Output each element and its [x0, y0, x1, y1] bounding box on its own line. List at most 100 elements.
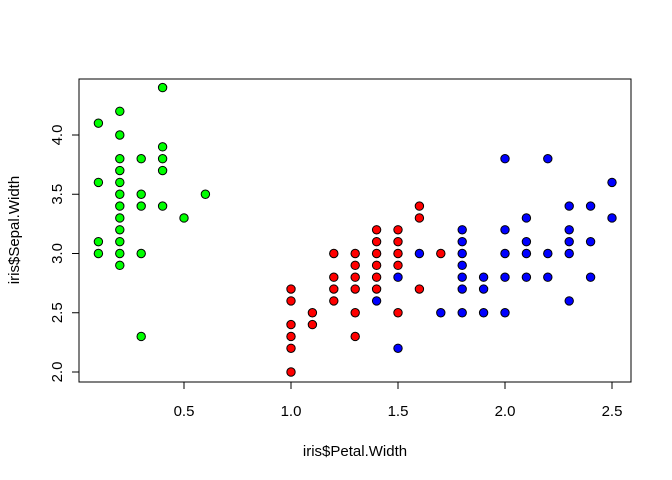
data-point — [200, 189, 211, 199]
data-point — [414, 213, 425, 223]
data-point — [157, 82, 168, 93]
data-point — [329, 284, 339, 294]
data-point — [115, 236, 125, 247]
data-point — [115, 106, 125, 117]
data-point — [307, 319, 318, 330]
data-point — [543, 248, 553, 259]
data-point — [115, 260, 125, 271]
data-point — [350, 331, 360, 342]
y-axis: 2.0 2.5 3.0 3.5 4.0 — [49, 125, 80, 383]
data-point — [521, 272, 532, 282]
data-point — [371, 272, 382, 282]
data-point — [157, 154, 168, 164]
data-point — [564, 225, 574, 235]
data-point — [371, 236, 382, 247]
data-point — [585, 236, 596, 247]
data-point — [157, 165, 168, 176]
data-point — [457, 236, 467, 247]
x-tick-label: 1.5 — [388, 403, 409, 420]
data-point — [521, 248, 532, 259]
data-point — [457, 260, 467, 271]
data-point — [371, 296, 382, 306]
data-point — [286, 367, 296, 377]
data-point — [157, 201, 168, 211]
x-axis-title: iris$Petal.Width — [303, 443, 407, 460]
data-point — [115, 201, 125, 211]
data-point — [93, 236, 104, 247]
data-point — [115, 225, 125, 235]
data-point — [350, 308, 360, 318]
data-point — [478, 308, 489, 318]
data-point — [350, 248, 360, 259]
y-tick-label: 2.5 — [49, 302, 66, 323]
x-tick-label: 1.0 — [281, 403, 302, 420]
data-point — [564, 296, 574, 306]
data-point — [286, 296, 296, 306]
data-point — [607, 213, 617, 223]
x-tick-label: 0.5 — [174, 403, 195, 420]
data-point — [393, 248, 403, 259]
data-point — [436, 308, 446, 318]
y-tick-label: 4.0 — [49, 125, 66, 146]
y-axis-title: iris$Sepal.Width — [6, 176, 23, 284]
data-point — [286, 343, 296, 353]
data-point — [500, 272, 510, 282]
data-point — [286, 284, 296, 294]
data-point — [500, 225, 510, 235]
y-tick-label: 2.0 — [49, 362, 66, 383]
data-point — [307, 308, 318, 318]
data-point — [115, 154, 125, 164]
data-point — [457, 225, 467, 235]
data-point — [350, 284, 360, 294]
data-point — [500, 248, 510, 259]
data-point — [136, 331, 146, 342]
data-point — [136, 248, 146, 259]
data-point — [478, 272, 489, 282]
data-points — [93, 82, 617, 377]
data-point — [115, 130, 125, 140]
data-point — [115, 189, 125, 199]
data-point — [393, 308, 403, 318]
data-point — [500, 308, 510, 318]
x-axis: 0.5 1.0 1.5 2.0 2.5 — [174, 381, 623, 420]
data-point — [607, 177, 617, 188]
data-point — [371, 284, 382, 294]
data-point — [585, 272, 596, 282]
data-point — [136, 201, 146, 211]
data-point — [457, 308, 467, 318]
data-point — [543, 154, 553, 164]
data-point — [136, 189, 146, 199]
data-point — [371, 225, 382, 235]
data-point — [371, 260, 382, 271]
data-point — [179, 213, 189, 223]
data-point — [543, 272, 553, 282]
data-point — [115, 177, 125, 188]
data-point — [414, 201, 425, 211]
data-point — [157, 142, 168, 152]
data-point — [393, 225, 403, 235]
data-point — [393, 272, 403, 282]
data-point — [564, 248, 574, 259]
data-point — [564, 236, 574, 247]
data-point — [521, 213, 532, 223]
data-point — [457, 284, 467, 294]
data-point — [329, 248, 339, 259]
x-tick-label: 2.5 — [602, 403, 623, 420]
data-point — [350, 272, 360, 282]
data-point — [286, 331, 296, 342]
x-tick-label: 2.0 — [495, 403, 516, 420]
data-point — [457, 248, 467, 259]
y-tick-label: 3.5 — [49, 184, 66, 205]
data-point — [350, 260, 360, 271]
data-point — [93, 248, 104, 259]
y-tick-label: 3.0 — [49, 243, 66, 264]
data-point — [414, 284, 425, 294]
data-point — [136, 154, 146, 164]
data-point — [371, 248, 382, 259]
data-point — [93, 118, 104, 128]
data-point — [115, 213, 125, 223]
data-point — [457, 272, 467, 282]
data-point — [329, 272, 339, 282]
data-point — [585, 201, 596, 211]
data-point — [329, 296, 339, 306]
